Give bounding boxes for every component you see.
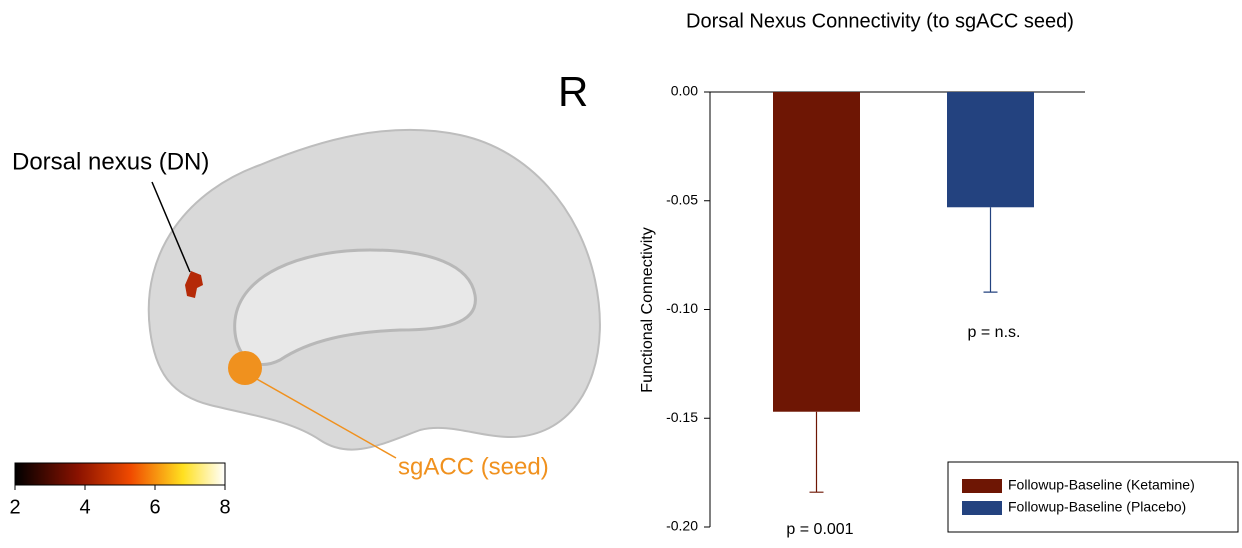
p-value-annotation: p = 0.001 <box>786 521 853 538</box>
y-tick-label: 0.00 <box>671 83 698 99</box>
legend-frame <box>948 462 1238 532</box>
error-bar <box>810 412 824 492</box>
colorbar <box>15 463 225 485</box>
hemisphere-label: R <box>558 68 588 115</box>
legend-label: Followup-Baseline (Ketamine) <box>1008 477 1195 493</box>
y-axis-label: Functional Connectivity <box>639 227 656 392</box>
colorbar-tick-label: 4 <box>79 496 90 518</box>
y-tick-label: -0.20 <box>666 518 698 534</box>
colorbar-tick-label: 6 <box>149 496 160 518</box>
colorbar-tick-label: 2 <box>9 496 20 518</box>
region-label: Dorsal nexus (DN) <box>12 148 209 175</box>
seed-label: sgACC (seed) <box>398 453 549 480</box>
y-tick-label: -0.05 <box>666 191 698 207</box>
bar <box>947 92 1034 207</box>
y-tick-label: -0.15 <box>666 409 698 425</box>
colorbar-tick-label: 8 <box>219 496 230 518</box>
legend-swatch <box>962 479 1002 493</box>
error-bar <box>984 207 998 292</box>
y-tick-label: -0.10 <box>666 300 698 316</box>
p-value-annotation: p = n.s. <box>968 324 1021 341</box>
bar <box>773 92 860 412</box>
chart-title: Dorsal Nexus Connectivity (to sgACC seed… <box>686 10 1074 32</box>
legend-swatch <box>962 501 1002 515</box>
brain-illustration <box>149 130 600 450</box>
legend-label: Followup-Baseline (Placebo) <box>1008 499 1186 515</box>
figure: Dorsal nexus (DN) sgACC (seed) R Dorsal … <box>0 0 1242 543</box>
